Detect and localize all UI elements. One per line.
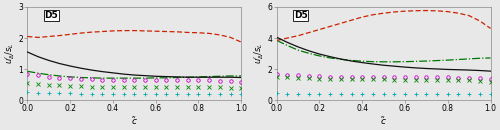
X-axis label: $\tilde{c}$: $\tilde{c}$ xyxy=(380,115,387,126)
Y-axis label: $u^\prime_\Delta / s_L$: $u^\prime_\Delta / s_L$ xyxy=(4,43,17,64)
Y-axis label: $u^\prime_\Delta / s_L$: $u^\prime_\Delta / s_L$ xyxy=(253,43,266,64)
X-axis label: $\tilde{c}$: $\tilde{c}$ xyxy=(131,115,138,126)
Text: D5: D5 xyxy=(44,11,59,20)
Text: D5: D5 xyxy=(294,11,308,20)
